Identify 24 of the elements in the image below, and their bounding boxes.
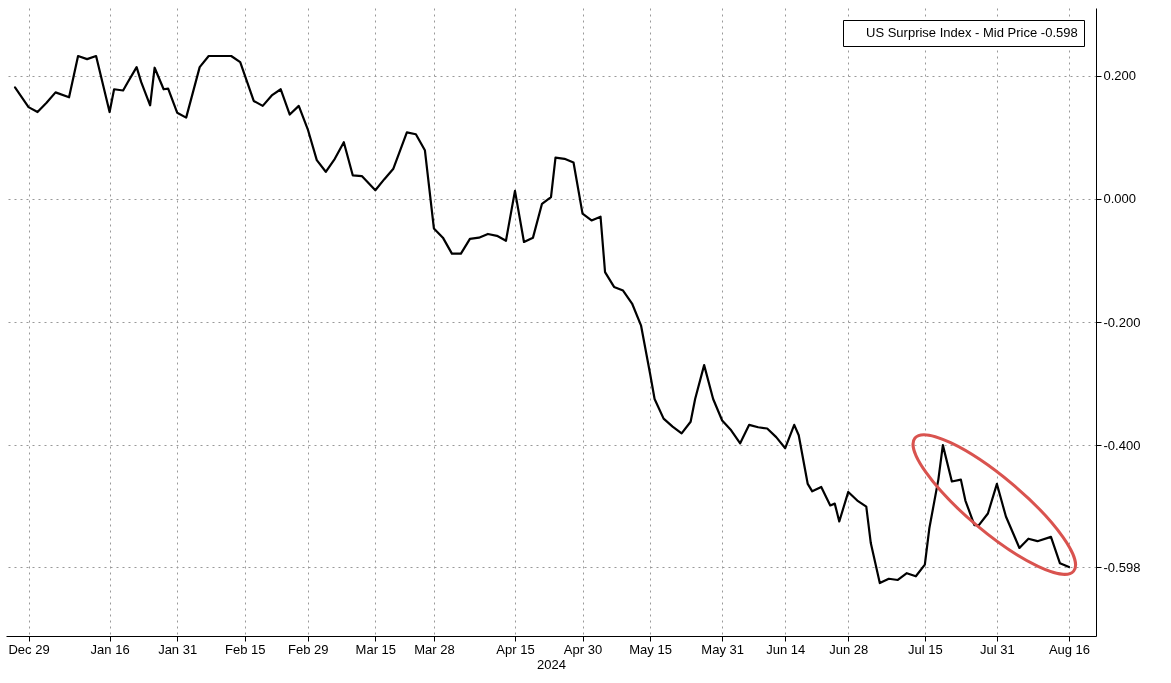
- y-tick-label: 0.200: [1103, 68, 1137, 84]
- y-tick-label: 0.000: [1103, 191, 1137, 207]
- x-tick-label: Jul 31: [980, 641, 1015, 657]
- x-tick-label: Feb 15: [224, 641, 266, 657]
- x-tick-label: Mar 15: [355, 641, 397, 657]
- x-tick-label: May 15: [629, 641, 672, 657]
- y-tick-label: -0.200: [1103, 314, 1141, 330]
- y-tick-label: -0.400: [1103, 437, 1141, 453]
- x-tick-label: Mar 28: [414, 641, 455, 657]
- x-tick-label: Dec 29: [8, 641, 50, 657]
- x-tick-label: Jul 15: [907, 641, 943, 657]
- x-tick-label: Jun 14: [766, 641, 806, 657]
- x-tick-label: Aug 16: [1048, 641, 1091, 657]
- x-axis-title: 2024: [537, 656, 566, 672]
- x-tick-label: Apr 15: [496, 641, 535, 657]
- x-tick-label: Jan 31: [158, 641, 198, 657]
- line-series: [13, 54, 1071, 585]
- x-tick-label: Apr 30: [563, 641, 603, 657]
- x-tick-label: Jan 16: [90, 641, 130, 657]
- x-tick-label: Feb 29: [288, 641, 329, 657]
- x-tick-label: Jun 28: [829, 641, 869, 657]
- x-tick-label: May 31: [701, 641, 744, 657]
- y-tick-label: -0.598: [1103, 559, 1141, 575]
- text: US Surprise Index - Mid Price -0.598: [866, 24, 1078, 40]
